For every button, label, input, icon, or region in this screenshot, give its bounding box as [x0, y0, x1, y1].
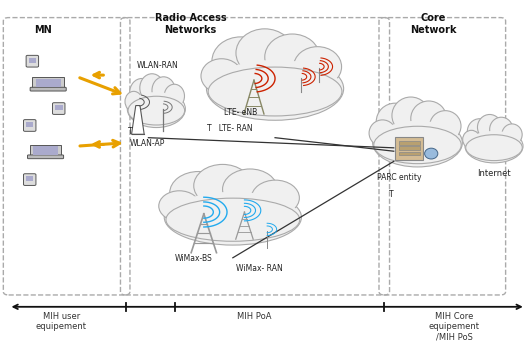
- Text: MIH PoA: MIH PoA: [236, 312, 271, 321]
- Text: PARC entity: PARC entity: [377, 173, 421, 182]
- Ellipse shape: [478, 114, 502, 140]
- Ellipse shape: [502, 124, 522, 145]
- Ellipse shape: [170, 172, 227, 214]
- Ellipse shape: [430, 111, 461, 141]
- Ellipse shape: [140, 74, 164, 102]
- Text: Internet: Internet: [477, 169, 511, 178]
- Ellipse shape: [125, 91, 142, 112]
- Ellipse shape: [166, 192, 300, 243]
- Text: T: T: [127, 127, 132, 136]
- FancyBboxPatch shape: [23, 174, 36, 185]
- Text: MIH Core
equipement
/MIH PoS: MIH Core equipement /MIH PoS: [429, 312, 480, 342]
- Ellipse shape: [201, 59, 242, 93]
- Ellipse shape: [223, 169, 277, 209]
- Ellipse shape: [372, 119, 462, 167]
- Ellipse shape: [251, 180, 299, 216]
- FancyBboxPatch shape: [398, 151, 419, 155]
- Ellipse shape: [127, 90, 185, 127]
- FancyBboxPatch shape: [26, 122, 33, 127]
- Text: WiMax-BS: WiMax-BS: [175, 254, 212, 263]
- Ellipse shape: [128, 92, 185, 126]
- Ellipse shape: [194, 164, 251, 207]
- Text: WLAN-RAN: WLAN-RAN: [136, 61, 178, 70]
- Ellipse shape: [374, 121, 461, 165]
- Ellipse shape: [466, 131, 522, 161]
- FancyBboxPatch shape: [29, 58, 36, 63]
- Ellipse shape: [369, 120, 396, 146]
- Polygon shape: [132, 105, 144, 134]
- Ellipse shape: [128, 96, 185, 125]
- Ellipse shape: [467, 119, 491, 144]
- FancyBboxPatch shape: [30, 145, 61, 157]
- Ellipse shape: [294, 47, 342, 87]
- Ellipse shape: [236, 29, 294, 77]
- Text: Radio Access
Networks: Radio Access Networks: [155, 13, 226, 34]
- FancyBboxPatch shape: [33, 147, 58, 155]
- FancyBboxPatch shape: [395, 137, 423, 160]
- Text: T   LTE- RAN: T LTE- RAN: [207, 124, 253, 133]
- Ellipse shape: [164, 84, 185, 108]
- FancyBboxPatch shape: [36, 79, 60, 87]
- FancyBboxPatch shape: [398, 141, 419, 145]
- Ellipse shape: [164, 189, 302, 245]
- Ellipse shape: [411, 101, 446, 136]
- Text: WLAN-AP: WLAN-AP: [130, 139, 166, 148]
- Ellipse shape: [159, 191, 200, 221]
- Ellipse shape: [392, 97, 430, 134]
- Ellipse shape: [166, 198, 300, 241]
- FancyBboxPatch shape: [398, 147, 419, 150]
- Ellipse shape: [425, 148, 438, 159]
- FancyBboxPatch shape: [26, 176, 33, 181]
- Ellipse shape: [463, 130, 480, 149]
- FancyBboxPatch shape: [55, 105, 62, 110]
- FancyBboxPatch shape: [23, 120, 36, 131]
- Ellipse shape: [212, 37, 270, 85]
- FancyBboxPatch shape: [32, 77, 64, 89]
- Ellipse shape: [206, 57, 344, 120]
- Ellipse shape: [208, 60, 342, 117]
- FancyBboxPatch shape: [28, 155, 63, 159]
- FancyBboxPatch shape: [26, 55, 39, 67]
- Text: MN: MN: [34, 24, 52, 34]
- Ellipse shape: [490, 117, 513, 142]
- Text: T: T: [389, 190, 394, 199]
- Ellipse shape: [374, 126, 461, 164]
- Text: MIH user
equipement: MIH user equipement: [36, 312, 87, 331]
- Ellipse shape: [376, 103, 414, 140]
- FancyBboxPatch shape: [30, 87, 66, 91]
- Ellipse shape: [208, 67, 342, 116]
- Ellipse shape: [465, 129, 523, 163]
- Text: LTE- eNB: LTE- eNB: [224, 108, 258, 117]
- Ellipse shape: [130, 79, 154, 107]
- Ellipse shape: [466, 135, 522, 160]
- Ellipse shape: [264, 34, 320, 80]
- FancyBboxPatch shape: [52, 103, 65, 114]
- Ellipse shape: [152, 77, 175, 104]
- Text: WiMax- RAN: WiMax- RAN: [236, 264, 282, 273]
- Text: Core
Network: Core Network: [410, 13, 457, 34]
